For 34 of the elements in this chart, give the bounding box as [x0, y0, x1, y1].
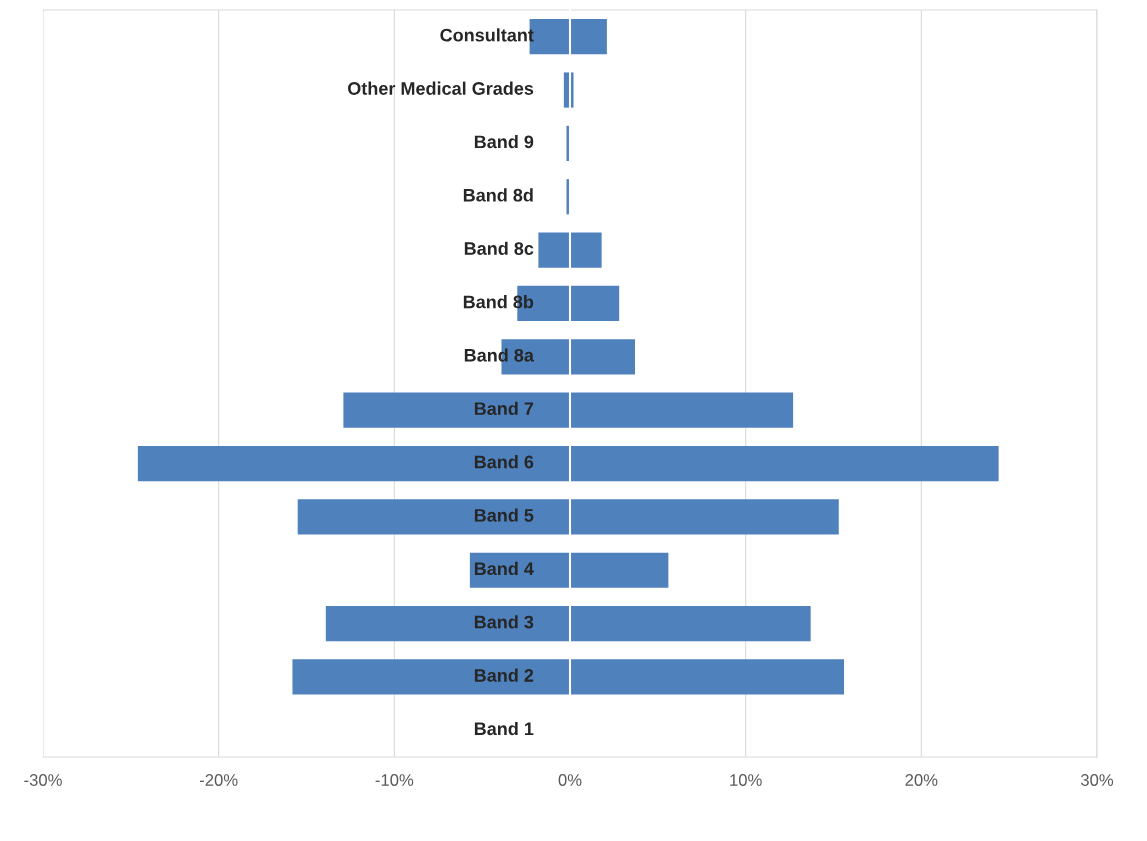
y-tick-label: Band 1 [474, 721, 534, 736]
bar [570, 339, 635, 375]
x-tick-label: 30% [1080, 774, 1114, 786]
y-tick-label: Band 5 [474, 508, 534, 522]
bar [570, 445, 999, 482]
y-tick-label: Band 8c [464, 241, 534, 255]
y-tick-label: Band 4 [474, 561, 534, 576]
bar [292, 659, 570, 695]
x-tick-label: -30% [24, 774, 62, 786]
bar [137, 445, 570, 482]
y-tick-label: Band 2 [474, 668, 534, 682]
bar [570, 285, 620, 322]
x-tick-label: -20% [199, 774, 238, 786]
y-tick-label: Band 7 [474, 401, 534, 416]
bar [343, 392, 570, 428]
bar [570, 606, 811, 642]
bar [570, 392, 794, 428]
y-tick-label: Other Medical Grades [348, 81, 534, 95]
bar [570, 19, 607, 55]
y-tick-label: Band 3 [474, 615, 534, 629]
x-tick-label: 10% [730, 774, 762, 786]
bar [570, 659, 845, 695]
y-tick-label: Band 9 [474, 134, 534, 149]
bar [570, 499, 839, 535]
bar [570, 552, 669, 588]
x-tick-label: -10% [375, 774, 414, 786]
bar [538, 232, 570, 268]
y-tick-label: Band 8d [463, 188, 533, 202]
bar [325, 606, 570, 642]
y-tick-label: Band 6 [474, 455, 534, 469]
bar [297, 499, 570, 535]
x-tick-label: 0% [558, 774, 582, 786]
bar [570, 232, 602, 268]
x-tick-label: 20% [905, 774, 938, 786]
